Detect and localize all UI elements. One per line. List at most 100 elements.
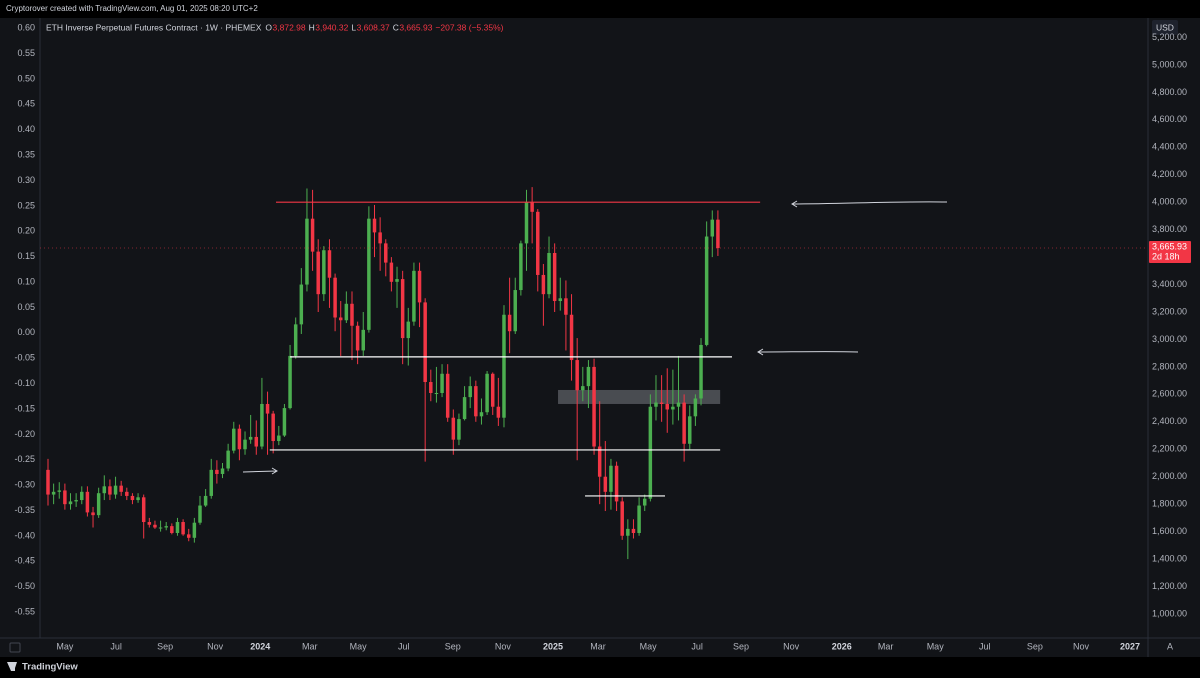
y-tick-label: 2,400.00 [1152,416,1187,426]
y-tick-label: 3,800.00 [1152,224,1187,234]
candle-body [384,243,388,263]
chart-background [0,18,1200,657]
y2-tick-label: -0.55 [14,606,35,616]
candle-body [648,406,653,499]
y-tick-label: 3,400.00 [1152,279,1187,289]
candle-body [288,355,292,409]
x-tick-label: 2025 [543,641,563,651]
candle-body [282,408,287,436]
candle-body [541,274,546,295]
y-tick-label: 1,800.00 [1152,499,1187,509]
candle-body [485,373,489,413]
candle-body [355,325,360,351]
candle-body [265,403,270,414]
candle-body [130,495,135,501]
candle-body [597,446,602,477]
candle-body [254,436,259,447]
candle-body [192,522,197,538]
candle-body [395,279,399,282]
candle-body [682,402,686,444]
candle-body [305,218,309,285]
y-tick-label: 5,200.00 [1152,32,1187,42]
x-tick-label: Jul [691,641,703,651]
candle-body [80,491,84,501]
candle-body [220,468,225,474]
y2-tick-label: -0.45 [14,556,35,566]
candle-body [462,397,467,420]
candle-body [474,386,478,417]
candle-body [350,303,354,326]
candle-body [63,490,67,505]
x-tick-label: Nov [495,641,512,651]
candle-body [232,428,236,451]
candle-body [215,469,219,474]
candle-body [507,314,512,332]
y-tick-label: 4,800.00 [1152,87,1187,97]
legend-value: 3,940.32 [315,22,348,32]
candle-body [513,290,517,332]
x-tick-label: Nov [1073,641,1090,651]
candle-body [693,398,698,417]
y-tick-label: 2,800.00 [1152,361,1187,371]
footer-brand: TradingView [22,662,78,673]
candle-body [530,202,534,212]
x-tick-label: 2027 [1120,641,1140,651]
candle-body [423,302,427,383]
candle-body [248,436,253,440]
candle-body [552,252,557,302]
attribution: Cryptorover created with TradingView.com… [6,4,258,13]
candle-body [372,218,377,233]
y-tick-label: 1,000.00 [1152,608,1187,618]
candle-body [654,402,658,407]
y2-tick-label: -0.05 [14,353,35,363]
x-tick-label: May [927,641,945,651]
candle-body [85,491,90,513]
legend-value: 3,608.37 [357,22,390,32]
chart-title: ETH Inverse Perpetual Futures Contract ·… [46,22,262,32]
y2-tick-label: 0.60 [17,23,35,33]
y2-tick-label: 0.55 [17,48,35,58]
y2-tick-label: -0.10 [14,378,35,388]
candle-body [209,469,213,496]
y2-tick-label: -0.40 [14,530,35,540]
x-tick-label: Mar [302,641,318,651]
candle-body [170,526,174,533]
candle-body [158,527,163,529]
candle-body [125,491,129,496]
candle-body [299,284,304,325]
candle-body [164,526,168,528]
candle-body [389,262,394,282]
y2-tick-label: -0.50 [14,581,35,591]
currency: USD [1156,22,1174,32]
scale-mode[interactable]: A [1167,641,1173,651]
candle-body [445,373,450,418]
x-tick-label: Mar [878,641,894,651]
candle-body [175,522,180,533]
candle-body [102,486,107,494]
y-tick-label: 2,000.00 [1152,471,1187,481]
settings-icon[interactable] [9,642,21,653]
candle-body [688,416,692,444]
candle-body [310,218,315,252]
x-tick-label: Sep [1027,641,1043,651]
candle-body [659,402,664,404]
candle-body [581,386,585,391]
candle-body [676,402,681,407]
x-tick-label: Sep [445,641,461,651]
y-tick-label: 3,000.00 [1152,334,1187,344]
logo [7,662,17,671]
x-tick-label: May [56,641,74,651]
candle-body [609,465,613,492]
candle-body [496,406,501,418]
candle-body [704,236,709,345]
candle-body [642,498,647,506]
candle-body [412,270,416,322]
y2-tick-label: 0.20 [17,226,35,236]
x-tick-label: Jul [110,641,122,651]
candle-body [479,412,484,417]
candle-body [626,528,630,536]
x-tick-label: Mar [590,641,606,651]
candle-body [502,314,506,418]
candle-body [367,218,371,330]
